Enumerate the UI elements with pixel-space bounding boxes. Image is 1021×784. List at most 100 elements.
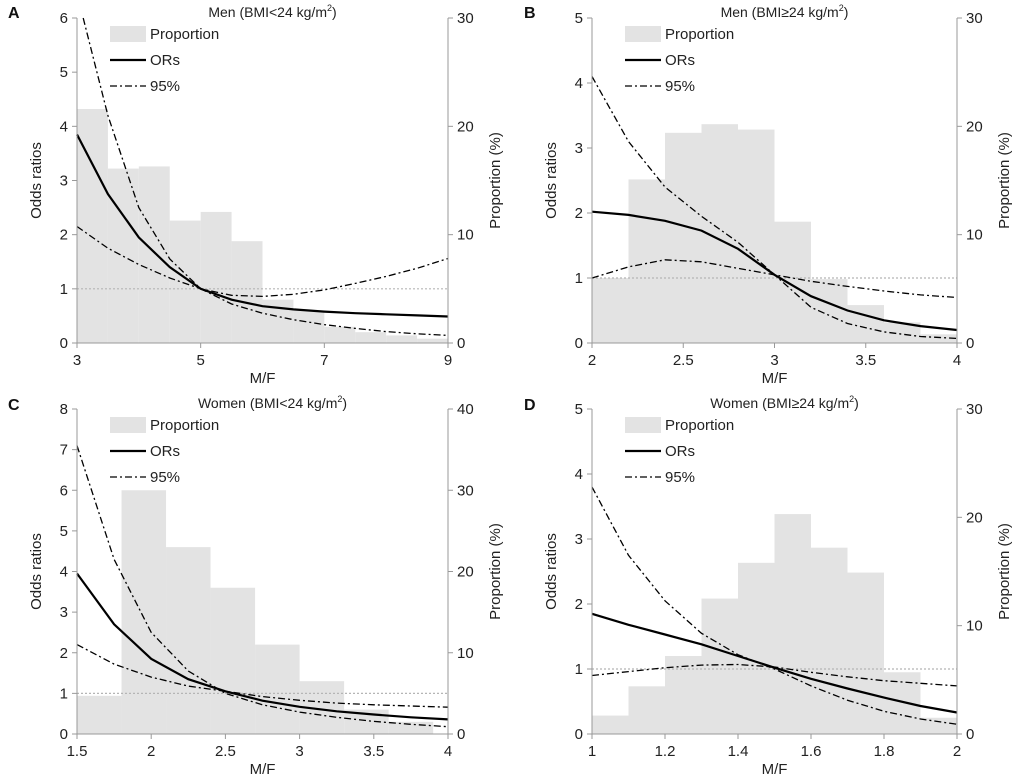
panel-a-title-end: ) <box>332 4 337 20</box>
panel-c-xtick-label: 4 <box>444 743 452 760</box>
panel-b-xtick-label: 2.5 <box>673 352 694 369</box>
panel-d-title: Women (BMI≥24 kg/m2) <box>710 394 859 411</box>
panel-c-bar <box>255 644 300 734</box>
panel-b-label: B <box>524 5 536 22</box>
panel-a: 0 1 2 3 4 5 6 0 10 20 30 3 5 7 9 M/F Odds ratios Proporti… <box>8 3 504 387</box>
panel-d-y2tick-label: 0 <box>966 726 974 743</box>
panel-d-legend-proportion-label: Proportion <box>665 417 734 434</box>
panel-b-bar <box>738 129 775 343</box>
panel-d-legend-proportion-swatch <box>625 417 661 433</box>
panel-d-title-text: Women (BMI≥24 kg/m <box>710 395 849 411</box>
panel-b-title-sup: 2 <box>839 3 844 13</box>
panel-c-ytick-label: 7 <box>60 442 68 459</box>
panel-b-xtick-label: 2 <box>588 352 596 369</box>
panel-c-y2tick-label: 40 <box>457 401 474 418</box>
panel-a-legend-ci-label: 95% <box>150 78 180 95</box>
panel-c-y2tick-label: 20 <box>457 564 474 581</box>
panel-d-y2tick-label: 20 <box>966 509 983 526</box>
panel-a-xlabel: M/F <box>250 370 276 387</box>
panel-a-bar <box>107 168 139 343</box>
panel-c-xtick-label: 2.5 <box>215 743 236 760</box>
panel-a-y2label: Proportion (%) <box>487 132 504 229</box>
panel-a-label: A <box>8 5 20 22</box>
panel-a-y2tick-label: 0 <box>457 335 465 352</box>
panel-b-ytick-label: 2 <box>575 205 583 222</box>
panel-d-bar <box>701 598 738 734</box>
panel-d-xtick-label: 1.4 <box>728 743 749 760</box>
panel-c-xtick-label: 2 <box>147 743 155 760</box>
panel-d-ytick-label: 0 <box>575 726 583 743</box>
panel-c-ytick-label: 8 <box>60 401 68 418</box>
panel-d-bar <box>811 547 848 734</box>
panel-d-bar <box>665 656 702 734</box>
panel-b-y2label: Proportion (%) <box>996 132 1013 229</box>
panel-a-bar <box>77 109 108 343</box>
panel-d-ytick-label: 2 <box>575 596 583 613</box>
panel-d-y2tick-label: 30 <box>966 401 983 418</box>
panel-c-legend-ci-label: 95% <box>150 469 180 486</box>
panel-a-xtick-label: 3 <box>73 352 81 369</box>
panel-d-xtick-label: 1.2 <box>655 743 676 760</box>
panel-b-or-line <box>591 210 958 332</box>
panel-b-y2tick-label: 30 <box>966 10 983 27</box>
panel-b-xtick-label: 3 <box>770 352 778 369</box>
panel-d-legend: Proportion ORs 95% <box>625 417 734 486</box>
panel-c-bar <box>121 490 167 734</box>
panel-b-y2tick-label: 20 <box>966 118 983 135</box>
panel-d-bar <box>847 572 884 734</box>
panel-d-ytick-label: 3 <box>575 531 583 548</box>
panel-d-bar <box>774 514 811 734</box>
panel-a-bar <box>200 211 232 343</box>
panel-a-ytick-label: 0 <box>60 335 68 352</box>
panel-c-ytick-label: 4 <box>60 564 68 581</box>
panel-b-ytick-label: 4 <box>575 75 583 92</box>
panel-d-xtick-label: 1.6 <box>801 743 822 760</box>
panel-d-y2tick-label: 10 <box>966 618 983 635</box>
panel-b-title-text: Men (BMI≥24 kg/m <box>721 4 839 20</box>
panel-d-xtick-label: 1 <box>588 743 596 760</box>
panel-a-ylabel: Odds ratios <box>28 142 45 219</box>
panel-b-xtick-label: 4 <box>953 352 961 369</box>
panel-b-legend-proportion-label: Proportion <box>665 26 734 43</box>
panel-c-ytick-label: 5 <box>60 523 68 540</box>
panel-b-bar <box>847 305 884 343</box>
panel-a-legend-proportion-label: Proportion <box>150 26 219 43</box>
panel-c-legend-or-label: ORs <box>150 443 180 460</box>
panel-b-y2tick-label: 0 <box>966 335 974 352</box>
panel-c-xtick-label: 1.5 <box>67 743 88 760</box>
panel-b-bar <box>811 279 848 343</box>
panel-c-legend: Proportion ORs 95% <box>110 417 219 486</box>
panel-c-label: C <box>8 397 20 414</box>
panel-c-y2tick-label: 30 <box>457 482 474 499</box>
panel-b-ytick-label: 1 <box>575 270 583 287</box>
panel-a-legend-proportion-swatch <box>110 26 146 42</box>
panel-c-ytick-label: 2 <box>60 645 68 662</box>
panel-d-bar <box>592 715 629 734</box>
panel-a-title-text: Men (BMI<24 kg/m <box>208 4 327 20</box>
panel-a-bar <box>293 310 325 343</box>
panel-a-title-sup: 2 <box>327 3 332 13</box>
panel-a-y2tick-label: 20 <box>457 118 474 135</box>
panel-b-legend-ci-label: 95% <box>665 78 695 95</box>
panel-d-xtick-label: 2 <box>953 743 961 760</box>
panel-c-or-line <box>76 572 449 721</box>
panel-c-bar <box>166 547 211 734</box>
panel-b-ytick-label: 3 <box>575 140 583 157</box>
panel-c-y2label: Proportion (%) <box>487 523 504 620</box>
panel-b-ylabel: Odds ratios <box>543 142 560 219</box>
panel-a-title: Men (BMI<24 kg/m2) <box>208 3 336 20</box>
panel-a-ytick-label: 1 <box>60 281 68 298</box>
panel-d-ytick-label: 1 <box>575 661 583 678</box>
panel-b-xlabel: M/F <box>762 370 788 387</box>
panel-d-bar <box>628 686 665 734</box>
panel-d-title-end: ) <box>854 395 859 411</box>
panel-a-bar <box>355 332 387 343</box>
panel-b-bar <box>920 334 957 343</box>
panel-d-ytick-label: 4 <box>575 466 583 483</box>
panel-a-y2tick-label: 10 <box>457 227 474 244</box>
panel-c-bar <box>77 695 122 734</box>
panel-a-ytick-label: 6 <box>60 10 68 27</box>
panel-a-ci-upper-line <box>82 17 449 337</box>
panel-a-or-line <box>76 133 449 318</box>
